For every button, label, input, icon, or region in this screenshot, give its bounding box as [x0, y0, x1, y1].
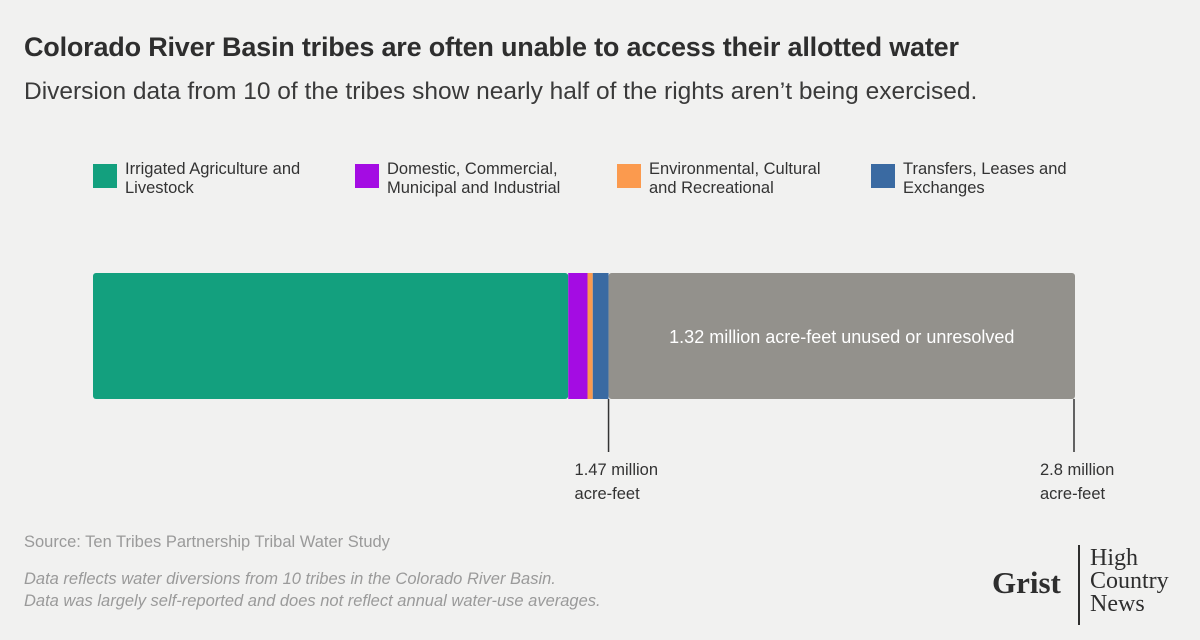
bar-segment [608, 273, 1075, 399]
bar-segment [93, 273, 569, 399]
logo-divider [1078, 545, 1080, 625]
legend-label: Municipal and Industrial [387, 179, 561, 197]
legend-item: Irrigated Agriculture and Livestock [93, 160, 355, 198]
annotation-label: 1.47 million [575, 461, 658, 479]
chart-title: Colorado River Basin tribes are often un… [24, 32, 959, 62]
legend: Irrigated Agriculture and Livestock Domes… [93, 160, 1091, 198]
legend-label: Livestock [125, 179, 194, 197]
legend-item: Transfers, Leases and Exchanges [871, 160, 1091, 198]
grist-logo: Grist [992, 565, 1061, 600]
legend-swatch [617, 164, 641, 188]
data-notes: Data reflects water diversions from 10 t… [24, 568, 601, 612]
legend-label: Exchanges [903, 179, 985, 197]
legend-label: Irrigated Agriculture and [125, 160, 301, 178]
annotation-label: acre-feet [1040, 485, 1106, 503]
legend-item: Domestic, Commercial, Municipal and Indus… [355, 160, 617, 198]
bar-segment [587, 273, 593, 399]
legend-swatch [355, 164, 379, 188]
note-line: Data was largely self-reported and does … [24, 592, 601, 610]
legend-swatch [871, 164, 895, 188]
legend-item: Environmental, Cultural and Recreational [617, 160, 871, 198]
legend-label: Transfers, Leases and [903, 160, 1067, 178]
chart-subtitle: Diversion data from 10 of the tribes sho… [24, 78, 978, 105]
legend-label: Environmental, Cultural [649, 160, 821, 178]
bar-segment [568, 273, 588, 399]
annotation-label: 2.8 million [1040, 461, 1114, 479]
source-note: Source: Ten Tribes Partnership Tribal Wa… [24, 533, 390, 551]
high-country-news-logo: High Country News [1090, 545, 1169, 617]
note-line: Data reflects water diversions from 10 t… [24, 570, 556, 588]
annotation-label: acre-feet [575, 485, 641, 503]
segment-label: 1.32 million acre-feet unused or unresol… [669, 327, 1014, 347]
legend-label: and Recreational [649, 179, 774, 197]
bar-segment [592, 273, 609, 399]
legend-swatch [93, 164, 117, 188]
legend-label: Domestic, Commercial, [387, 160, 558, 178]
